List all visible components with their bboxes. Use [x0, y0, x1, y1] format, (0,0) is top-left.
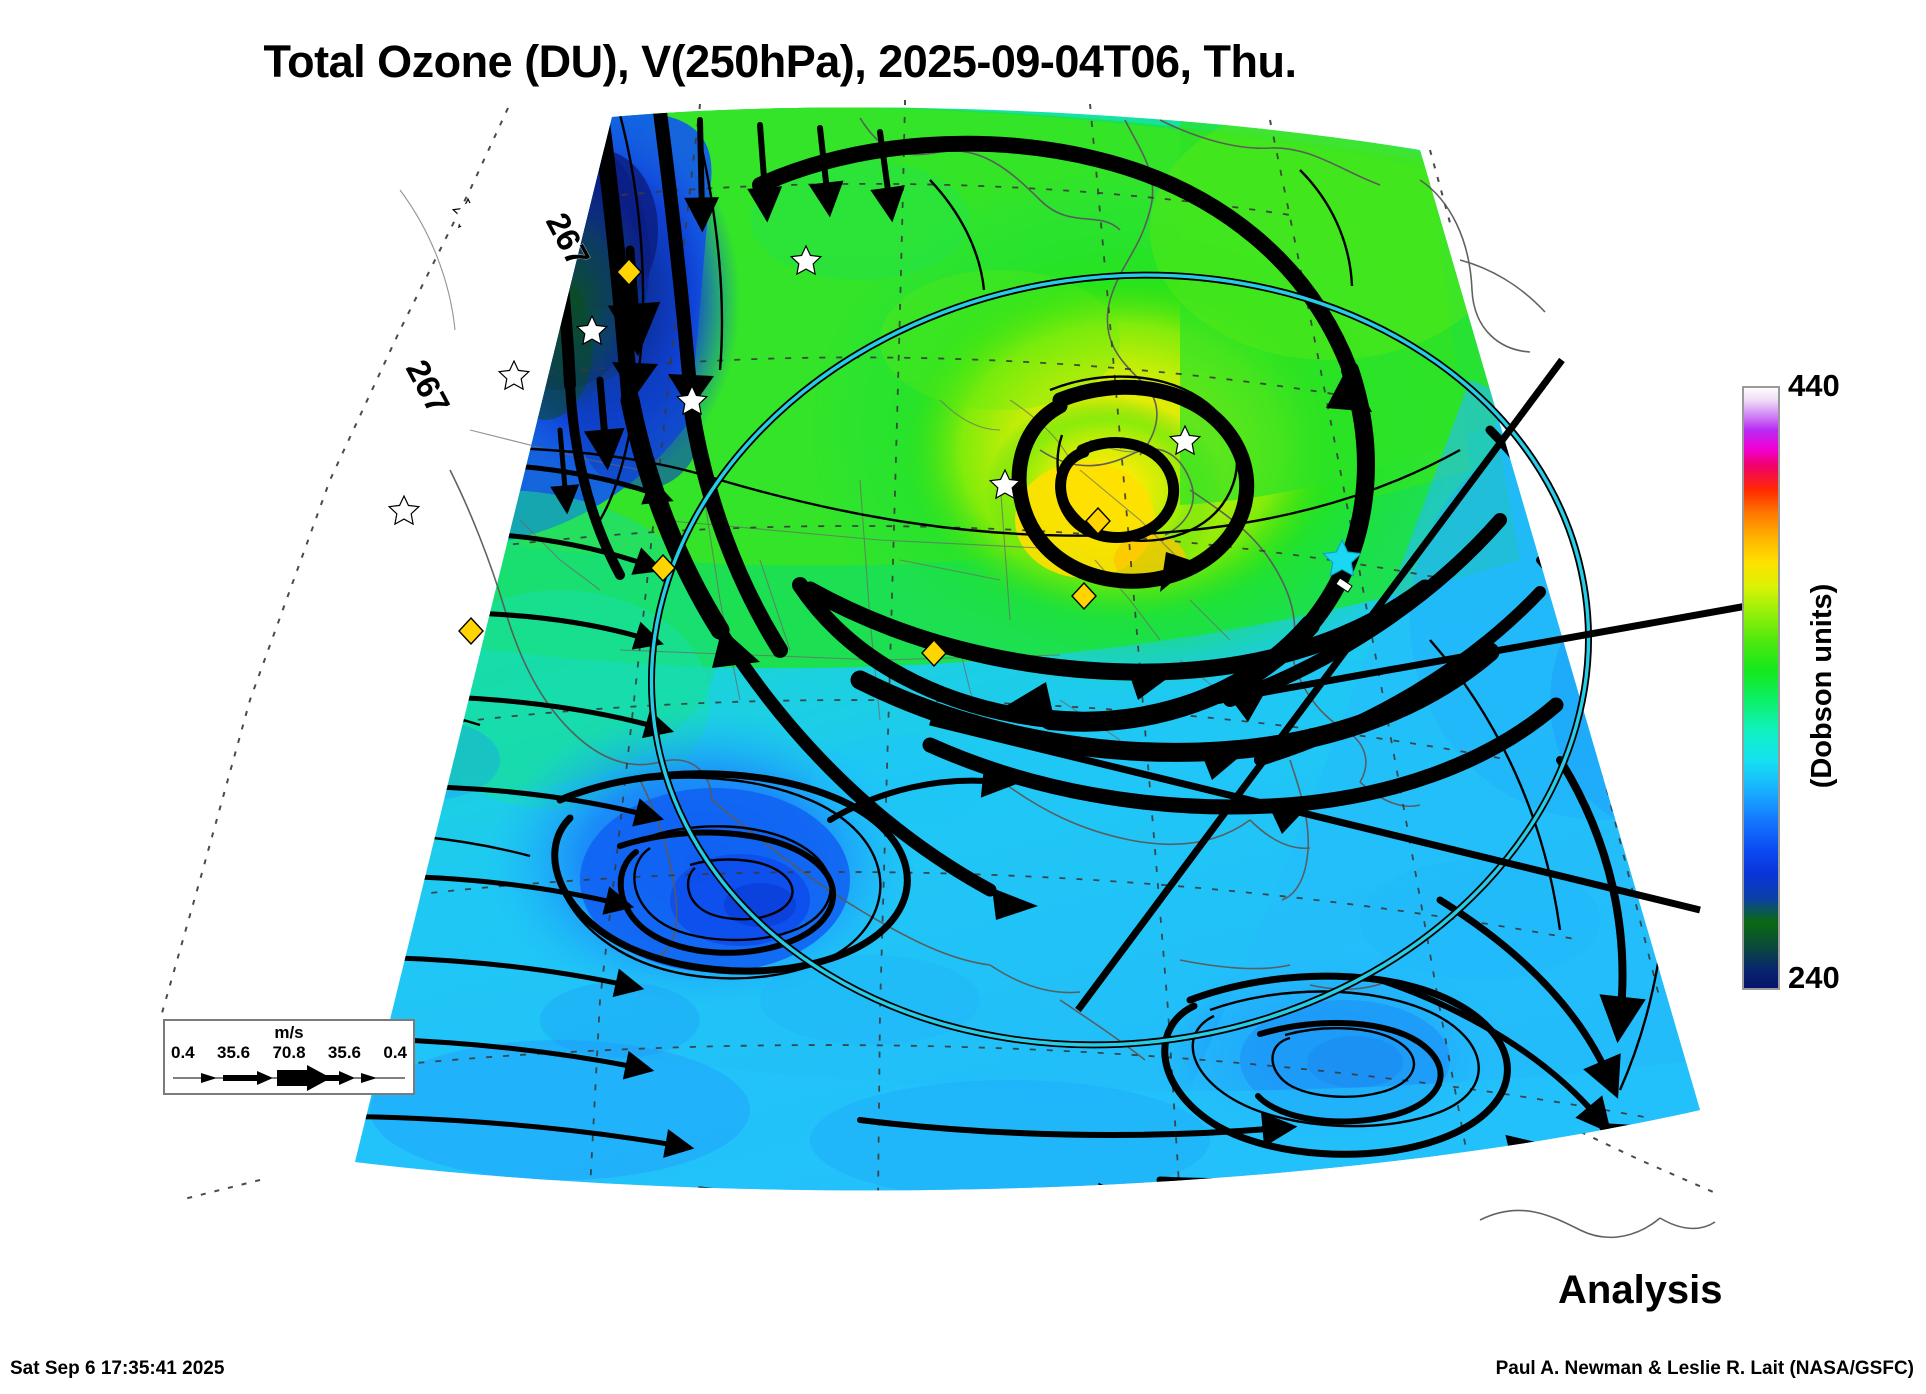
diamond-marker — [458, 616, 484, 646]
wind-key-value: 0.4 — [383, 1043, 407, 1062]
diamond-marker — [650, 553, 676, 583]
station-star — [575, 314, 609, 346]
coverage-circle-overlay — [648, 271, 1592, 1049]
station-star — [1168, 424, 1202, 456]
analysis-label: Analysis — [1558, 1268, 1723, 1312]
diamond-marker — [921, 638, 947, 668]
overpass-tracks — [929, 357, 1759, 1013]
station-star — [675, 384, 709, 416]
wind-key-value: 35.6 — [217, 1043, 251, 1062]
wind-key-values: 0.4 35.6 70.8 35.6 0.4 — [171, 1043, 407, 1063]
colorbar-gradient — [1742, 386, 1780, 990]
wind-key-unit: m/s — [274, 1023, 304, 1042]
site-marker-star — [1321, 538, 1363, 577]
white-patch-marker — [457, 203, 487, 231]
diamond-marker-group — [458, 257, 1111, 668]
colorbar-axis-title: (Dobson units) — [1806, 583, 1838, 789]
wind-speed-key: m/s 0.4 35.6 70.8 35.6 0.4 — [163, 1019, 415, 1095]
station-star — [387, 494, 421, 526]
credit-label: Paul A. Newman & Leslie R. Lait (NASA/GS… — [1495, 1358, 1914, 1379]
diamond-marker — [1071, 581, 1097, 611]
page-title: Total Ozone (DU), V(250hPa), 2025-09-04T… — [263, 36, 1297, 87]
station-star — [988, 468, 1022, 500]
station-star — [497, 359, 531, 391]
station-star — [789, 244, 823, 276]
colorbar: 440 240 (Dobson units) — [1742, 368, 1840, 995]
diamond-marker — [1085, 506, 1111, 536]
site-tick — [1335, 577, 1353, 593]
colorbar-max-label: 440 — [1788, 368, 1840, 403]
wind-key-value: 0.4 — [171, 1043, 195, 1062]
contour-label: 267 — [399, 354, 458, 420]
wind-key-value: 70.8 — [272, 1043, 306, 1062]
diamond-marker — [616, 257, 642, 287]
wind-key-arrows — [173, 1065, 405, 1091]
colorbar-min-label: 240 — [1788, 960, 1840, 995]
timestamp-label: Sat Sep 6 17:35:41 2025 — [10, 1358, 225, 1379]
station-markers — [387, 197, 1363, 668]
wind-key-value: 35.6 — [327, 1043, 361, 1062]
